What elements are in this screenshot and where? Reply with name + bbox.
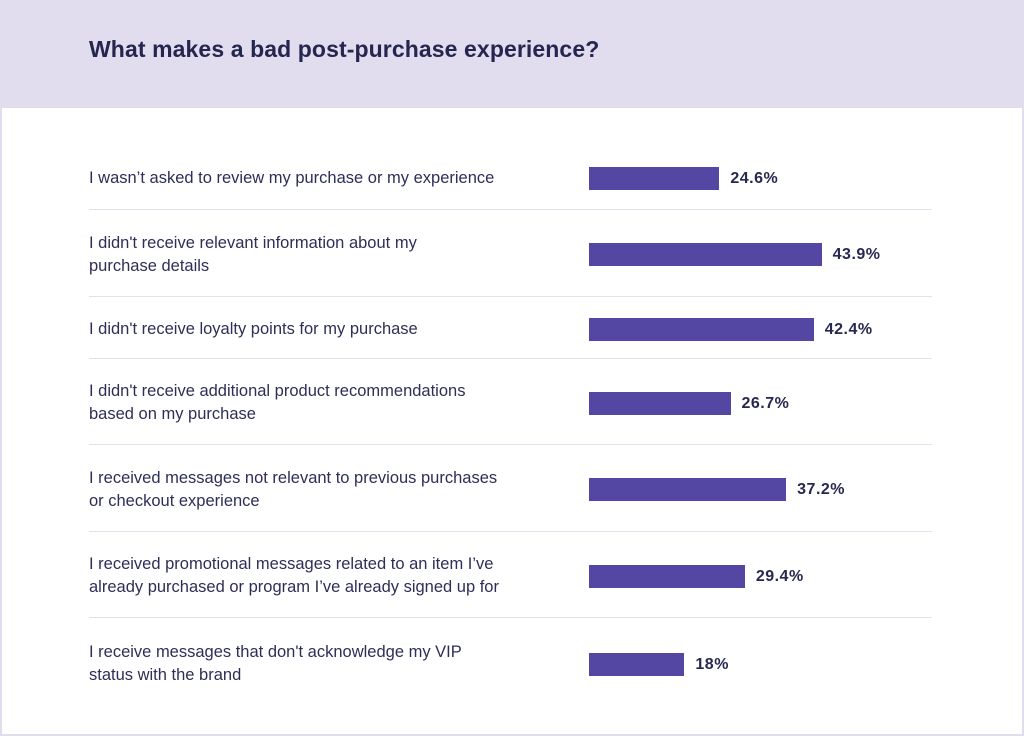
value-label: 37.2% xyxy=(797,481,846,498)
header-band: What makes a bad post-purchase experienc… xyxy=(0,0,1024,108)
category-label-line: I didn't receive additional product reco… xyxy=(89,382,466,400)
bar xyxy=(589,166,720,190)
category-label: I received promotional messages related … xyxy=(89,553,579,599)
value-label: 43.9% xyxy=(832,246,881,263)
category-label: I didn't receive loyalty points for my p… xyxy=(89,318,579,341)
bar xyxy=(589,317,814,341)
chart-panel xyxy=(2,108,1022,734)
chart-row: I didn't receive additional product reco… xyxy=(89,358,932,445)
category-label-line: I wasn’t asked to review my purchase or … xyxy=(89,168,495,187)
category-label-line: or checkout experience xyxy=(89,491,260,510)
chart-row: I received promotional messages related … xyxy=(89,531,932,618)
category-label: I received messages not relevant to prev… xyxy=(89,467,579,513)
chart-row: I didn't receive loyalty points for my p… xyxy=(89,296,932,359)
category-label-line: I receive messages that don't acknowledg… xyxy=(89,643,462,661)
category-label: I receive messages that don't acknowledg… xyxy=(89,641,579,687)
chart-row: I received messages not relevant to prev… xyxy=(89,444,932,532)
bar xyxy=(589,652,685,676)
bar xyxy=(589,564,745,588)
category-label: I didn't receive additional product reco… xyxy=(89,380,579,426)
value-label: 24.6% xyxy=(730,169,779,187)
value-label: 26.7% xyxy=(741,394,790,412)
chart-row: I didn't receive relevant information ab… xyxy=(89,209,932,297)
category-label: I didn't receive relevant information ab… xyxy=(89,232,579,278)
category-label-line: already purchased or program I’ve alread… xyxy=(89,578,499,596)
chart-row: I receive messages that don't acknowledg… xyxy=(89,617,932,707)
category-label-line: I received promotional messages related … xyxy=(89,555,494,573)
category-label-line: status with the brand xyxy=(89,666,242,684)
chart-title: What makes a bad post-purchase experienc… xyxy=(89,36,600,62)
bar xyxy=(589,478,787,501)
value-label: 18% xyxy=(695,655,729,673)
bar xyxy=(589,243,822,266)
category-label-line: I received messages not relevant to prev… xyxy=(89,468,498,487)
bar xyxy=(589,391,731,415)
category-label-line: based on my purchase xyxy=(89,405,256,423)
category-label: I wasn’t asked to review my purchase or … xyxy=(89,167,579,190)
chart-row: I wasn’t asked to review my purchase or … xyxy=(89,152,932,210)
category-label-line: purchase details xyxy=(89,256,210,275)
category-label-line: I didn't receive loyalty points for my p… xyxy=(89,319,418,338)
value-label: 42.4% xyxy=(824,320,873,338)
category-label-line: I didn't receive relevant information ab… xyxy=(89,233,417,252)
value-label: 29.4% xyxy=(755,567,804,585)
